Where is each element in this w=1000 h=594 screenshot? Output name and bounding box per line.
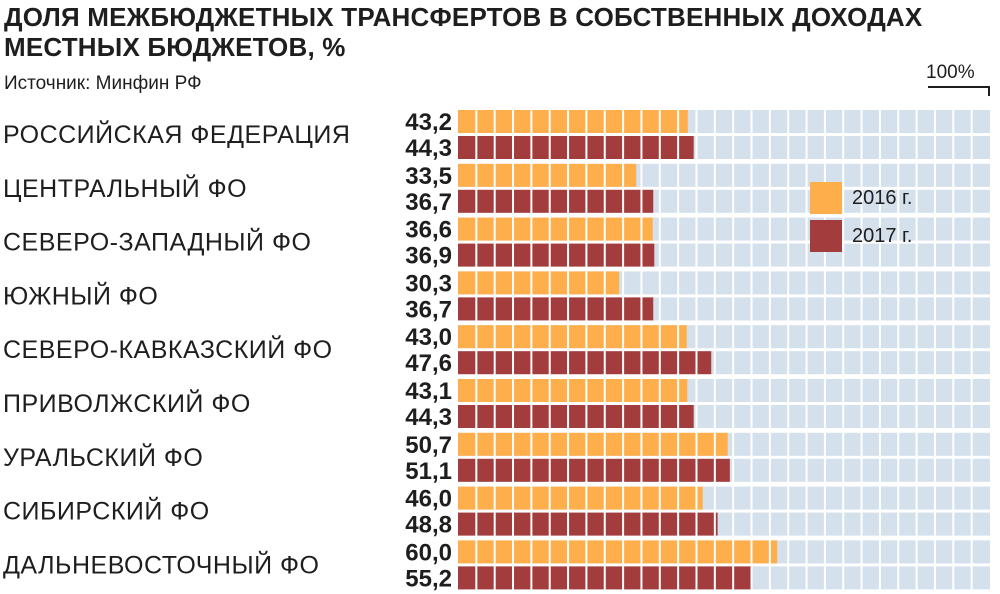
value-label-2017-2: 36,9	[405, 243, 452, 270]
legend-label-2017: 2017 г.	[852, 225, 913, 247]
max-scale-label: 100%	[926, 62, 975, 83]
bar-2016-1	[458, 163, 637, 187]
value-label-2017-1: 36,7	[405, 189, 452, 216]
category-label-6: УРАЛЬСКИЙ ФО	[3, 442, 203, 472]
value-label-2017-7: 48,8	[405, 512, 452, 539]
value-label-2017-4: 47,6	[405, 350, 452, 377]
category-label-8: ДАЛЬНЕВОСТОЧНЫЙ ФО	[3, 549, 319, 579]
bar-2017-6	[458, 458, 730, 482]
category-label-2: СЕВЕРО-ЗАПАДНЫЙ ФО	[3, 227, 311, 257]
value-label-2016-2: 36,6	[405, 217, 452, 244]
category-label-7: СИБИРСКИЙ ФО	[3, 496, 210, 526]
bar-2017-2	[458, 243, 655, 267]
category-label-5: ПРИВОЛЖСКИЙ ФО	[3, 388, 251, 418]
value-label-2017-0: 44,3	[405, 135, 452, 162]
category-label-1: ЦЕНТРАЛЬНЫЙ ФО	[3, 173, 247, 203]
category-label-3: ЮЖНЫЙ ФО	[3, 280, 158, 310]
legend-swatch-2017	[810, 220, 842, 252]
bar-2017-5	[458, 405, 694, 428]
category-label-0: РОССИЙСКАЯ ФЕДЕРАЦИЯ	[3, 119, 350, 149]
legend-swatch-2016	[810, 182, 842, 214]
value-label-2016-6: 50,7	[405, 432, 452, 459]
source-note: Источник: Минфин РФ	[4, 73, 202, 94]
value-label-2016-4: 43,0	[405, 324, 452, 351]
bar-2017-4	[458, 351, 712, 375]
value-label-2016-1: 33,5	[405, 163, 452, 190]
max-scale-tick	[988, 86, 990, 96]
value-label-2016-8: 60,0	[405, 539, 452, 566]
bar-2016-3	[458, 271, 620, 295]
value-label-2016-7: 46,0	[405, 486, 452, 513]
bar-2016-5	[458, 379, 688, 402]
value-label-2016-0: 43,2	[405, 109, 452, 136]
value-label-2017-8: 55,2	[405, 565, 452, 592]
bar-2016-4	[458, 325, 687, 349]
category-label-4: СЕВЕРО-КАВКАЗСКИЙ ФО	[3, 334, 333, 364]
legend-label-2016: 2016 г.	[852, 187, 913, 209]
value-label-2017-5: 44,3	[405, 404, 452, 431]
max-scale-line	[928, 86, 990, 88]
value-label-2017-6: 51,1	[405, 458, 452, 485]
bar-2017-0	[458, 136, 694, 159]
chart-title: ДОЛЯ МЕЖБЮДЖЕТНЫХ ТРАНСФЕРТОВ В СОБСТВЕН…	[4, 2, 923, 62]
bar-2016-0	[458, 110, 688, 133]
bar-2016-8	[458, 540, 778, 564]
value-label-2016-5: 43,1	[405, 378, 452, 405]
bar-2017-7	[458, 512, 718, 536]
bar-2016-6	[458, 432, 728, 456]
value-label-2016-3: 30,3	[405, 270, 452, 297]
value-label-2017-3: 36,7	[405, 296, 452, 323]
